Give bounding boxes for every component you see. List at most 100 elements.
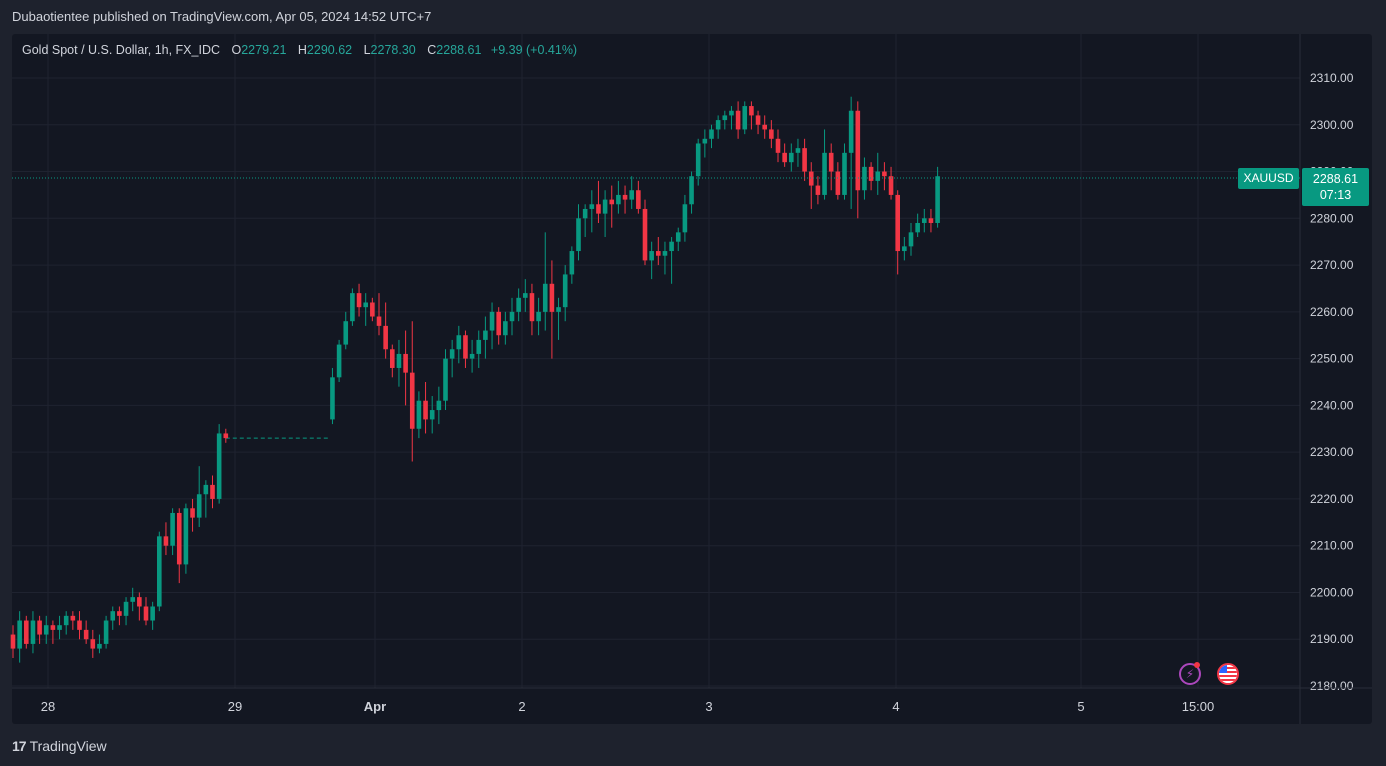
candle-body [642,208,648,261]
candle-body [350,293,355,322]
candle-body [589,204,595,209]
candle-body [715,120,721,130]
candle-body [822,152,827,195]
y-tick-label: 2250.00 [1310,352,1354,366]
x-tick-label: 5 [1077,699,1084,714]
candle-body [463,335,468,359]
y-tick-label: 2210.00 [1310,539,1354,553]
candle-body [569,251,575,275]
candle-body [117,611,122,616]
candle-body [383,325,388,350]
open-value: 2279.21 [241,43,287,57]
y-tick-label: 2190.00 [1310,632,1354,646]
y-tick-label: 2310.00 [1310,71,1354,85]
candle-body [935,176,940,223]
candle-body [769,129,774,139]
close-label: C [427,43,437,57]
candle-body [656,251,661,256]
notification-dot [1194,662,1200,668]
candle-body [356,293,362,308]
candle-body [922,218,927,223]
candle-body [456,335,462,350]
candle-body [702,138,708,144]
high-value: 2290.62 [306,43,353,57]
candle-body [363,302,368,308]
candle-body [330,377,335,420]
x-tick-label: 28 [41,699,55,714]
candle-body [549,283,555,312]
candle-body [523,293,528,298]
y-tick-label: 2200.00 [1310,585,1354,599]
candle-body [137,597,142,607]
candle-body [163,536,169,546]
candle-body [57,625,62,630]
candle-body [529,293,535,322]
candle-body [24,620,29,644]
candle-body [390,349,395,368]
candle-body [83,629,89,640]
x-tick-label: 2 [518,699,525,714]
candle-body [629,190,634,200]
candle-body [862,166,867,191]
candle-body [636,190,641,209]
ohlc-legend: Gold Spot / U.S. Dollar, 1h, FX_IDC O227… [22,43,577,57]
candle-body [835,171,841,195]
candle-body [376,316,382,326]
y-tick-label: 2230.00 [1310,445,1354,459]
lightning-icon[interactable]: ⚡ [1179,663,1201,685]
candle-body [815,185,821,195]
candle-body [43,625,49,635]
close-value: 2288.61 [436,43,482,57]
candle-body [396,353,402,368]
high-label: H [297,43,307,57]
candle-body [842,152,847,195]
candle-body [596,204,601,214]
candle-body [689,176,694,205]
candle-body [103,620,109,644]
candle-body [709,129,714,139]
candle-body [436,400,442,411]
chart-pane[interactable] [12,34,1372,724]
us-flag-icon[interactable] [1217,663,1239,685]
y-tick-label: 2180.00 [1310,679,1354,693]
open-label: O [231,43,242,57]
last-price: 2288.61 [1312,172,1359,186]
candle-body [509,311,515,322]
candle-body [63,615,69,626]
candle-body [203,484,209,495]
candle-body [915,222,920,233]
candle-body [423,400,428,420]
candle-body [848,110,854,153]
tv-logo-icon: 17 [12,738,27,754]
publisher-line: Dubaotientee published on TradingView.co… [12,9,432,24]
candle-body [782,152,787,163]
candle-body [50,625,56,630]
candle-body [582,208,588,219]
candle-body [762,124,767,130]
candle-body [536,311,541,322]
last-price-tag: 2288.61 07:13 [1302,168,1369,206]
candle-body [649,251,654,261]
candle-body [516,297,521,312]
candle-body [888,176,894,195]
candle-body [662,251,668,256]
candle-body [928,218,934,223]
candle-body [755,115,761,125]
candle-body [77,620,82,630]
candle-body [682,204,688,233]
candle-body [336,344,342,378]
tradingview-logo[interactable]: 17 TradingView [12,736,107,756]
candle-body [616,194,621,205]
candle-body [70,615,76,621]
candle-body [695,143,701,177]
candle-body [675,232,681,242]
candle-body [609,199,615,205]
candle-body [483,330,488,340]
x-tick-label: Apr [364,699,386,714]
candle-body [503,321,508,336]
y-tick-label: 2270.00 [1310,258,1354,272]
symbol-description[interactable]: Gold Spot / U.S. Dollar, 1h, FX_IDC [22,43,220,57]
candle-body [775,138,781,153]
candle-body [216,433,222,499]
